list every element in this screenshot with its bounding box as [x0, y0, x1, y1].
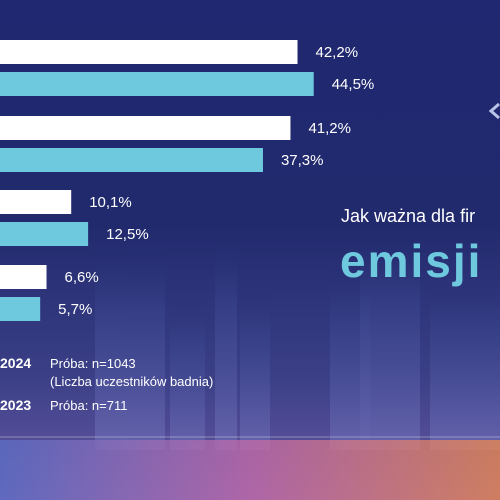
bar-2023-3 — [0, 222, 89, 246]
legend-sample-2023: Próba: n=711 — [50, 398, 128, 413]
bar-label-2024-4: 6,6% — [65, 269, 99, 286]
bar-label-2023-4: 5,7% — [58, 301, 92, 318]
chevron-left-icon — [488, 102, 500, 120]
legend-note-2024: (Liczba uczestników badnia) — [50, 374, 214, 389]
bar-2024-1 — [0, 40, 298, 64]
bar-label-2023-3: 12,5% — [106, 226, 149, 243]
legend-year-2024: 2024 — [0, 355, 32, 371]
bar-label-2023-2: 37,3% — [281, 152, 324, 169]
bar-2023-4 — [0, 297, 41, 321]
legend-year-2023: 2023 — [0, 397, 32, 413]
bar-label-2024-3: 10,1% — [89, 194, 132, 211]
headline-keyword: emisji — [340, 235, 483, 287]
bar-2024-2 — [0, 116, 291, 140]
bar-2024-4 — [0, 265, 47, 289]
legend-sample-2024: Próba: n=1043 — [50, 356, 136, 371]
bar-2024-3 — [0, 190, 72, 214]
bar-label-2023-1: 44,5% — [332, 76, 375, 93]
bar-2023-2 — [0, 148, 263, 172]
bar-label-2024-2: 41,2% — [308, 120, 351, 137]
headline-text: Jak ważna dla fir — [341, 206, 476, 226]
bar-label-2024-1: 42,2% — [316, 44, 359, 61]
bar-2023-1 — [0, 72, 314, 96]
